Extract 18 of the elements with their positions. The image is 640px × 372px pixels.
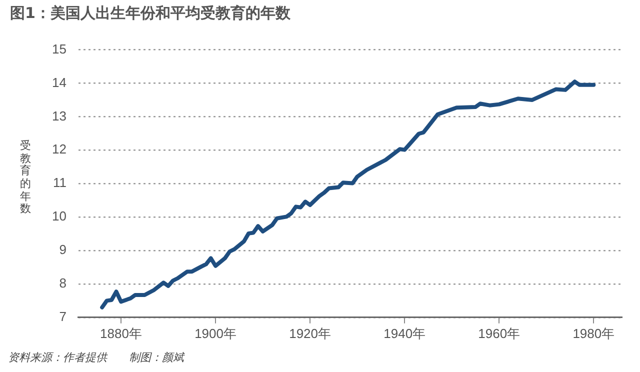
y-tick-label: 10 <box>52 208 66 224</box>
y-tick-label: 12 <box>52 142 66 157</box>
y-tick-label: 14 <box>52 74 66 90</box>
y-tick-label: 11 <box>52 175 66 190</box>
x-tick-label: 1880年 <box>100 326 142 341</box>
x-tick-label: 1920年 <box>289 326 332 341</box>
x-tick-label: 1900年 <box>194 326 236 341</box>
y-tick-label: 13 <box>52 108 66 124</box>
x-tick-label: 1960年 <box>478 326 520 341</box>
y-tick-label: 8 <box>59 276 66 291</box>
chart-title: 图1：美国人出生年份和平均受教育的年数 <box>10 4 290 23</box>
y-tick-label: 7 <box>59 308 66 324</box>
y-tick-label: 15 <box>52 41 66 56</box>
y-tick-label: 9 <box>59 242 66 258</box>
x-tick-label: 1980年 <box>572 326 615 341</box>
y-axis-title: 受教育的年数 <box>20 139 32 216</box>
text: 资料来源：作者提供 制图：颜斌 <box>8 350 184 365</box>
x-tick-label: 1940年 <box>384 326 426 341</box>
